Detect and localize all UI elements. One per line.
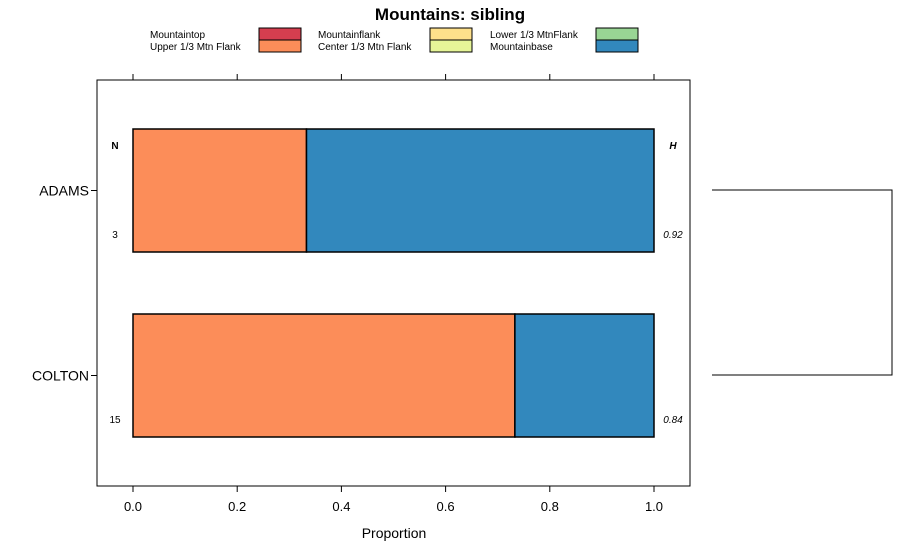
dendrogram [712,189,893,376]
legend-swatch-center-1-3-mtn-flank [429,39,473,53]
category-label-colton: COLTON [32,368,89,384]
x-tick-label: 0.0 [124,499,142,514]
bar-adams-mountainbase [305,128,655,253]
legend-label-mountaintop: Mountaintop [150,30,205,41]
y-axis: ADAMS COLTON [32,183,97,384]
x-axis-label: Proportion [362,525,427,541]
bar-colton-mountainbase [514,313,655,438]
x-tick-label: 0.2 [228,499,246,514]
chart-title: Mountains: sibling [375,5,525,24]
n-value-adams: 3 [112,230,118,241]
h-header: H [669,141,677,152]
legend-swatch-mountainbase [595,39,639,53]
annotations: N H 3 0.92 15 0.84 [109,141,683,426]
plot-frame [96,79,691,487]
legend-swatch-mountainflank [429,27,473,41]
x-tick-label: 0.8 [541,499,559,514]
n-value-colton: 15 [109,415,121,426]
x-tick-label: 0.4 [332,499,350,514]
legend-label-mountainbase: Mountainbase [490,42,553,53]
n-header: N [111,141,118,152]
bars [132,128,655,438]
x-tick-label: 0.6 [437,499,455,514]
bar-adams-upper-1-3-mtn-flank [132,128,308,253]
legend-swatch-lower-1-3-mtnflank [595,27,639,41]
legend-label-upper-1-3-mtn-flank: Upper 1/3 Mtn Flank [150,42,242,53]
legend-swatch-upper-1-3-mtn-flank [258,39,302,53]
x-tick-label: 1.0 [645,499,663,514]
legend-label-lower-1-3-mtnflank: Lower 1/3 MtnFlank [490,30,579,41]
h-value-colton: 0.84 [663,415,683,426]
dendrogram-branch [712,189,893,376]
category-label-adams: ADAMS [39,183,89,199]
h-value-adams: 0.92 [663,230,683,241]
bar-colton-upper-1-3-mtn-flank [132,313,516,438]
x-axis: 0.0 0.2 0.4 0.6 0.8 1.0 [124,74,663,514]
legend-label-center-1-3-mtn-flank: Center 1/3 Mtn Flank [318,42,412,53]
legend-swatch-mountaintop [258,27,302,41]
legend-label-mountainflank: Mountainflank [318,30,381,41]
